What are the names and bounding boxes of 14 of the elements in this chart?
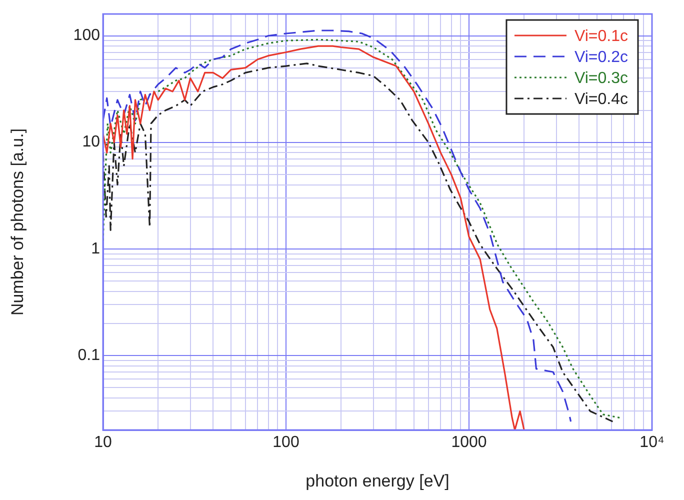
legend-label: Vi=0.4c [574, 90, 628, 108]
y-tick-label: 10 [82, 134, 100, 151]
x-tick-label: 10⁴ [640, 434, 664, 452]
y-tick-label: 100 [73, 27, 100, 44]
x-tick-label: 1000 [451, 434, 487, 452]
x-axis-title: photon energy [eV] [306, 471, 450, 490]
x-tick-label: 100 [272, 434, 300, 452]
legend-label: Vi=0.2c [574, 48, 628, 66]
legend-label: Vi=0.3c [574, 70, 628, 87]
y-axis-title: Number of photons [a.u.] [8, 128, 27, 316]
legend-label: Vi=0.1c [574, 28, 628, 45]
x-tick-label: 10 [94, 434, 112, 452]
y-tick-label: 0.1 [78, 346, 100, 364]
y-tick-label: 1 [91, 240, 100, 258]
